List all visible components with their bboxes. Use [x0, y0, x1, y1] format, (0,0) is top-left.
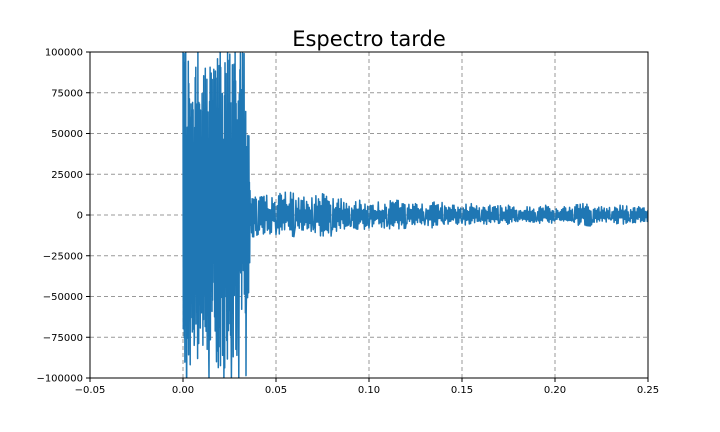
- x-tick-label: 0.25: [637, 385, 659, 396]
- series-layer: [182, 52, 648, 378]
- y-tick-label: 50000: [51, 129, 83, 140]
- y-tick-label: −100000: [36, 374, 83, 385]
- y-tick-label: −50000: [43, 292, 83, 303]
- ticks: −0.05 0.00 0.05 0.10 0.15 0.20 0.25 100000 75000…: [36, 48, 659, 397]
- y-tick-label: −75000: [43, 333, 83, 344]
- x-tick-label: 0.15: [451, 385, 473, 396]
- y-tick-label: 100000: [45, 48, 83, 59]
- x-tick-label: −0.05: [75, 385, 106, 396]
- y-tick-label: 0: [77, 211, 83, 222]
- series-line: [182, 52, 648, 378]
- y-tick-label: 25000: [51, 170, 83, 181]
- x-tick-label: 0.10: [358, 385, 380, 396]
- x-tick-label: 0.05: [265, 385, 287, 396]
- x-tick-label: 0.00: [172, 385, 194, 396]
- y-tick-label: −25000: [43, 251, 83, 262]
- x-tick-label: 0.20: [544, 385, 566, 396]
- y-tick-label: 75000: [51, 88, 83, 99]
- chart-title: Espectro tarde: [292, 27, 446, 51]
